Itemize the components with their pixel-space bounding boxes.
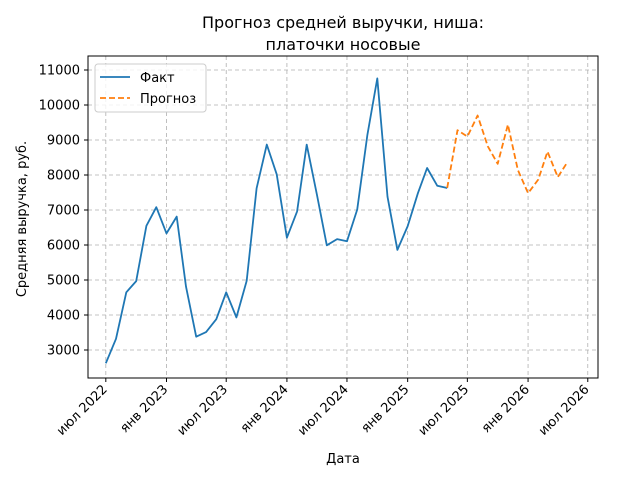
grid (88, 56, 598, 378)
plot-frame (87, 55, 599, 379)
legend-box (94, 63, 207, 113)
y-tick-label: 9000 (47, 134, 80, 149)
y-tick-label: 4000 (47, 309, 80, 324)
legend-label-forecast: Прогноз (140, 92, 196, 107)
y-tick-label: 11000 (39, 64, 80, 79)
x-axis-label: Дата (326, 452, 360, 467)
y-axis-label: Средняя выручка, руб. (15, 141, 30, 297)
y-tick-label: 10000 (39, 99, 80, 114)
y-tick-label: 5000 (47, 274, 80, 289)
chart-title-line2: платочки носовые (266, 35, 421, 54)
y-tick-label: 8000 (47, 169, 80, 184)
legend: Факт Прогноз (94, 63, 207, 113)
legend-label-fact: Факт (140, 71, 175, 86)
series-layer (104, 77, 569, 364)
series-line-fact (104, 77, 448, 364)
y-tick-label: 6000 (47, 239, 80, 254)
y-tick-label: 7000 (47, 204, 80, 219)
y-tick-label: 3000 (47, 344, 80, 359)
chart-title-line1: Прогноз средней выручки, ниша: (202, 13, 484, 32)
